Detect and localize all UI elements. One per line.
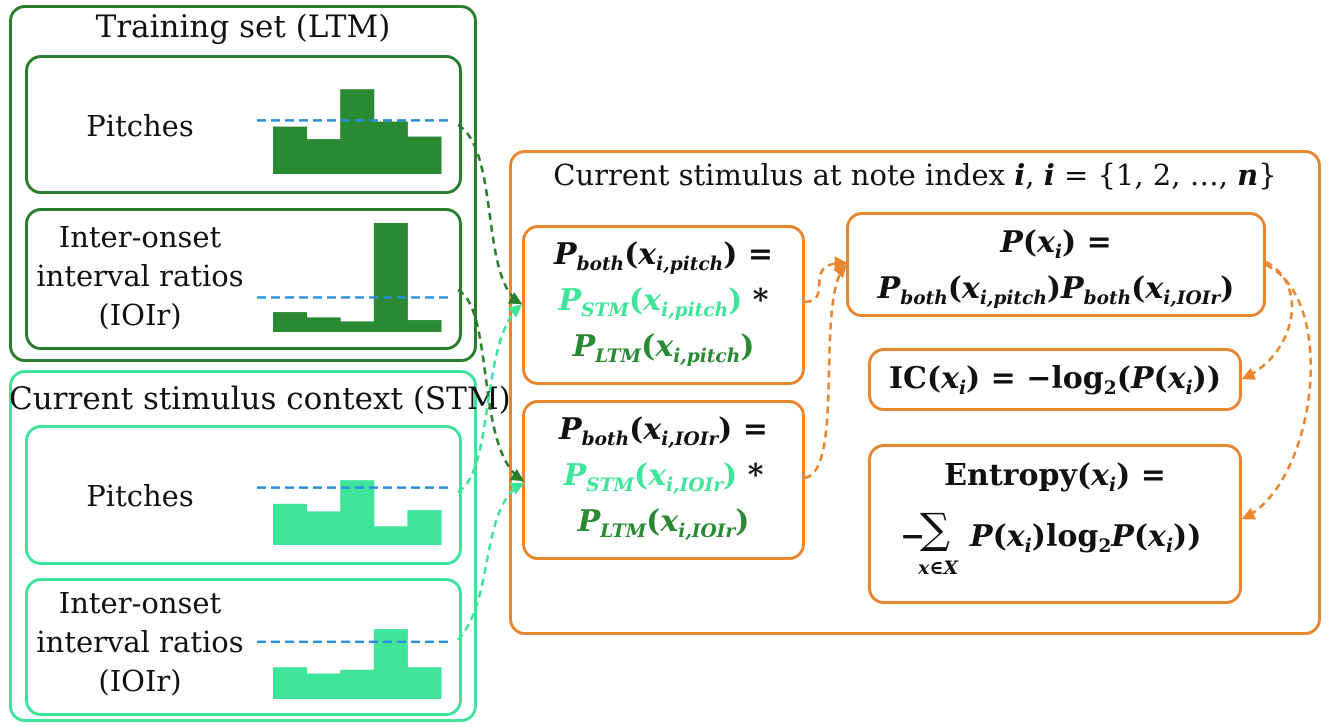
ltm-pitch-histogram-bar-1 (273, 126, 308, 174)
ltm-pitch-histogram-bar-2 (306, 139, 341, 174)
current-title-prefix: Current stimulus at note index (553, 158, 1015, 192)
entropy-formula-line2: − ∑ x∈X P(xi)log2P(xi)) (900, 508, 1240, 588)
ltm-ioi-histogram-bar-1 (273, 312, 308, 332)
pitch-formula-line1: Pboth(xi,pitch) = (554, 237, 773, 275)
current-title-mid: , (1025, 158, 1044, 192)
stm-pitch-histogram-bar-1 (273, 503, 308, 545)
entropy-summand: P(xi)log2P(xi)) (970, 519, 1202, 557)
stm-ioi-box (25, 578, 462, 716)
current-panel (509, 150, 1321, 635)
ltm-pitch-histogram-bar-3 (340, 89, 375, 174)
ltm-ioi-label-line1: Inter-onset (58, 220, 222, 254)
current-title-i: i (1014, 158, 1026, 192)
ltm-ioi-histogram-bar-5 (407, 320, 442, 332)
stm-ioi-label: Inter-onset interval ratios (IOIr) (30, 584, 250, 701)
ltm-pitch-histogram (257, 89, 451, 174)
current-title-end: } (1258, 158, 1277, 192)
arrow-ioi-to-joint (804, 264, 847, 480)
ioi-formula-line1: Pboth(xi,IOIr) = (559, 412, 768, 450)
arrow-joint-to-entropy (1241, 263, 1313, 520)
ic-formula-box (868, 348, 1242, 411)
ltm-ioi-label-line2: interval ratios (36, 259, 244, 293)
ltm-title: Training set (LTM) (95, 9, 391, 45)
stm-ioi-label-line3: (IOIr) (98, 664, 182, 698)
ltm-ioi-label: Inter-onset interval ratios (IOIr) (30, 218, 250, 335)
arrow-stm-ioi-to-ioi (457, 482, 525, 641)
stm-ioi-histogram-bar-3 (340, 669, 375, 699)
ltm-pitch-box (25, 55, 462, 194)
ltm-pitch-histogram-bar-5 (407, 136, 442, 174)
stm-ioi-histogram-bar-2 (306, 673, 341, 699)
stm-ioi-histogram-bar-5 (407, 667, 442, 699)
entropy-formula-line1: Entropy(xi) = (944, 458, 1166, 496)
ic-formula: IC(xi) = −log2(P(xi)) (888, 361, 1222, 399)
joint-formula-line2: Pboth(xi,pitch)Pboth(xi,IOIr) (877, 271, 1235, 309)
current-title: Current stimulus at note index i, i = {1… (509, 158, 1321, 192)
stm-pitch-histogram-bar-5 (407, 510, 442, 545)
ltm-panel (9, 5, 477, 362)
stm-pitch-label: Pitches (86, 479, 194, 513)
ioi-formula: Pboth(xi,IOIr) = PSTM(xi,IOIr) * PLTM(xi… (522, 407, 805, 545)
entropy-sigma: ∑ (920, 504, 950, 553)
ltm-ioi-histogram-bar-4 (373, 222, 408, 332)
current-title-set: = {1, 2, …, (1054, 158, 1238, 192)
arrow-stm-pitch-to-pitch (457, 304, 522, 494)
stm-pitch-histogram-bar-3 (340, 480, 375, 545)
stm-ioi-histogram (257, 629, 451, 699)
ltm-ioi-histogram (257, 222, 451, 332)
current-title-n: n (1237, 158, 1259, 192)
entropy-formula-box (868, 444, 1242, 604)
entropy-minus: − (900, 519, 926, 554)
stm-pitch-histogram-bar-4 (373, 526, 408, 545)
pitch-formula-line3: PLTM(xi,pitch) (572, 329, 755, 367)
ltm-pitch-label: Pitches (86, 109, 194, 143)
pitch-formula-line2: PSTM(xi,pitch) * (558, 283, 769, 321)
arrow-joint-to-ic (1241, 260, 1294, 380)
ioi-formula-line2: PSTM(xi,IOIr) * (563, 458, 764, 496)
joint-formula: P(xi) = Pboth(xi,pitch)Pboth(xi,IOIr) (846, 220, 1266, 312)
ltm-ioi-box (25, 208, 462, 350)
pitch-formula-box (522, 225, 805, 385)
ltm-pitch-histogram-bar-4 (373, 121, 408, 174)
arrow-pitch-to-joint (804, 256, 848, 304)
pitch-formula: Pboth(xi,pitch) = PSTM(xi,pitch) * PLTM(… (522, 232, 805, 370)
ltm-ioi-label-line3: (IOIr) (98, 298, 182, 332)
stm-ioi-label-line1: Inter-onset (58, 586, 222, 620)
ltm-ioi-histogram-bar-3 (340, 321, 375, 332)
current-title-i2: i (1043, 158, 1055, 192)
ioi-formula-line3: PLTM(xi,IOIr) (577, 504, 750, 542)
stm-panel (9, 370, 477, 722)
stm-pitch-histogram-bar-2 (306, 511, 341, 545)
stm-ioi-label-line2: interval ratios (36, 625, 244, 659)
entropy-sum-index: x∈X (918, 557, 959, 579)
stm-pitch-histogram (257, 480, 451, 545)
ltm-ioi-histogram-bar-2 (306, 317, 341, 332)
stm-pitch-box (25, 425, 462, 565)
stm-ioi-histogram-bar-1 (273, 667, 308, 699)
stm-title: Current stimulus context (STM) (9, 381, 511, 417)
arrow-ltm-ioi-to-ioi (457, 288, 525, 482)
arrow-ltm-pitch-to-pitch (457, 123, 523, 305)
joint-formula-line1: P(xi) = (1000, 225, 1112, 263)
